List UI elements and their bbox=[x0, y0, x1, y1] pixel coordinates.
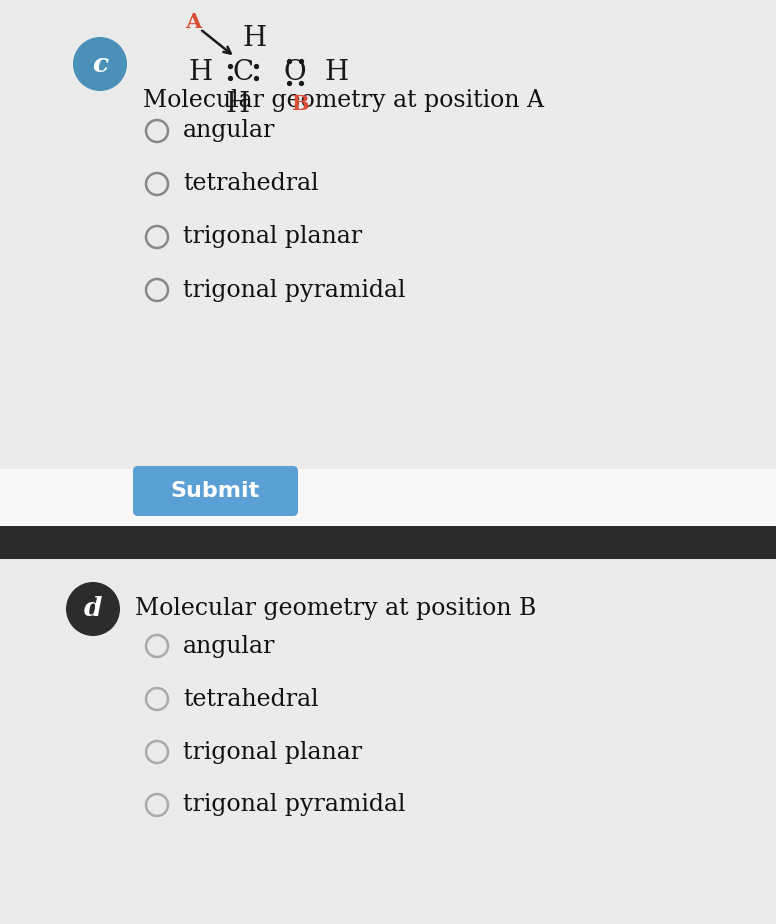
Text: Molecular geometry at position A: Molecular geometry at position A bbox=[143, 90, 544, 113]
Text: angular: angular bbox=[183, 119, 275, 142]
Text: tetrahedral: tetrahedral bbox=[183, 173, 319, 196]
Text: c: c bbox=[92, 52, 108, 77]
Text: trigonal planar: trigonal planar bbox=[183, 740, 362, 763]
Text: H: H bbox=[243, 26, 267, 53]
Text: Molecular geometry at position B: Molecular geometry at position B bbox=[135, 598, 536, 621]
Bar bbox=[0, 559, 776, 924]
Text: trigonal pyramidal: trigonal pyramidal bbox=[183, 794, 406, 817]
Circle shape bbox=[73, 37, 127, 91]
FancyBboxPatch shape bbox=[133, 466, 298, 516]
Text: C: C bbox=[233, 58, 254, 86]
Text: H: H bbox=[189, 58, 213, 86]
Text: H: H bbox=[325, 58, 349, 86]
Text: tetrahedral: tetrahedral bbox=[183, 687, 319, 711]
Text: O: O bbox=[284, 58, 307, 86]
Text: angular: angular bbox=[183, 635, 275, 658]
Text: H: H bbox=[226, 91, 250, 117]
Text: d: d bbox=[84, 597, 102, 622]
Text: trigonal planar: trigonal planar bbox=[183, 225, 362, 249]
Bar bbox=[0, 526, 776, 559]
Text: trigonal pyramidal: trigonal pyramidal bbox=[183, 278, 406, 301]
Text: B: B bbox=[291, 94, 309, 114]
Bar bbox=[0, 469, 776, 524]
Text: A: A bbox=[185, 12, 201, 32]
Bar bbox=[0, 0, 776, 469]
Text: Submit: Submit bbox=[171, 481, 260, 501]
Circle shape bbox=[66, 582, 120, 636]
